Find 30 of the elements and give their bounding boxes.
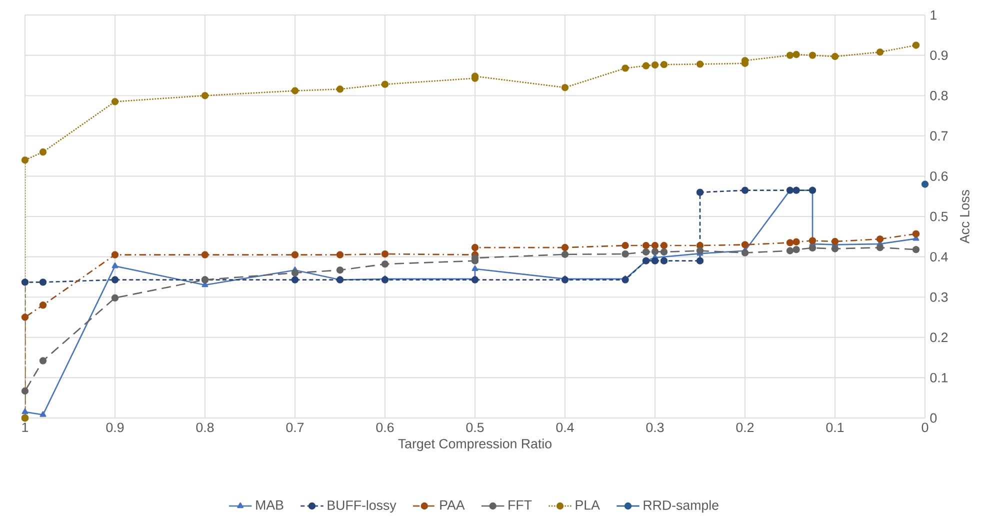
x-axis-title: Target Compression Ratio (398, 438, 552, 452)
x-tick-label: 0.7 (286, 422, 304, 432)
y-tick-label: 0.6 (930, 171, 948, 181)
y-tick-label: 0.3 (930, 292, 948, 302)
y-tick-label: 1 (930, 10, 936, 20)
legend-label: PLA (576, 500, 600, 510)
legend-label: FFT (508, 500, 532, 510)
x-tick-label: 0.2 (736, 422, 754, 432)
x-tick-label: 0.9 (106, 422, 124, 432)
x-tick-label: 0.1 (826, 422, 844, 432)
x-tick-label: 1 (22, 422, 28, 432)
y-tick-label: 0.1 (930, 372, 948, 382)
x-tick-label: 0.3 (646, 422, 664, 432)
y-tick-label: 0.9 (930, 50, 948, 60)
y-tick-label: 0.2 (930, 332, 948, 342)
x-tick-label: 0.8 (196, 422, 214, 432)
x-tick-label: 0.6 (376, 422, 394, 432)
legend-label: BUFF-lossy (328, 500, 396, 513)
y-tick-label: 0 (930, 413, 937, 423)
y-tick-label: 0.5 (930, 212, 948, 222)
y-tick-label: 0.8 (930, 90, 948, 100)
y-tick-label: 0.4 (930, 252, 948, 262)
x-tick-label: 0.5 (466, 422, 484, 432)
y-tick-label: 0.7 (930, 131, 948, 141)
x-tick-label: 0 (922, 422, 928, 432)
y-axis-title: Acc Loss (960, 190, 970, 244)
legend-label: RRD-sample (644, 500, 718, 513)
x-tick-label: 0.4 (556, 422, 574, 432)
legend-label: MAB (256, 500, 284, 510)
legend-label: PAA (440, 500, 465, 510)
